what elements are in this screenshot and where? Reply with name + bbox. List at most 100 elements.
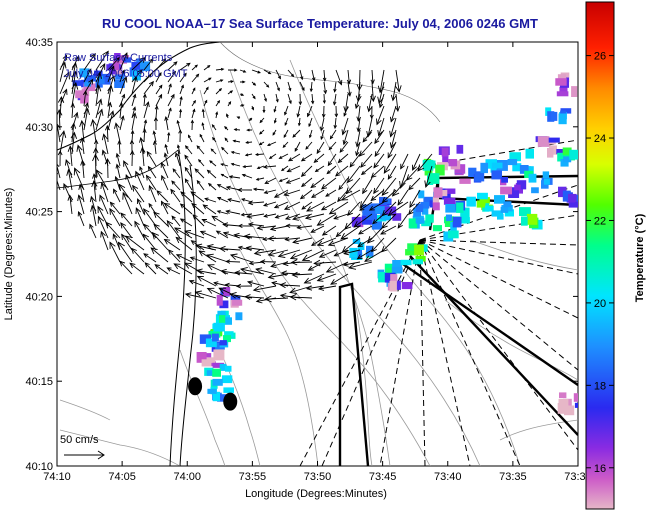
current-vector-head <box>117 139 122 145</box>
sst-cell <box>418 190 425 199</box>
sst-cell <box>75 90 85 99</box>
sst-cell <box>223 335 231 343</box>
sst-cell <box>424 167 433 176</box>
current-vector-head <box>270 262 277 268</box>
current-vector-head <box>311 241 317 246</box>
sst-cell <box>421 220 432 227</box>
current-vector-head <box>358 229 364 235</box>
current-vector <box>285 237 301 241</box>
sst-cell <box>555 78 567 86</box>
sst-cell <box>423 196 436 207</box>
current-vector-head <box>326 170 331 175</box>
current-vector-head <box>201 108 205 113</box>
current-vector-head <box>304 214 312 220</box>
current-vector <box>319 249 337 258</box>
current-vector-head <box>225 185 231 190</box>
sst-cell <box>485 159 497 169</box>
current-vector <box>301 165 313 177</box>
sst-cell <box>456 144 464 154</box>
sst-cell <box>508 187 520 198</box>
current-vector-head <box>230 80 234 84</box>
current-vector-head <box>196 145 201 150</box>
current-vector <box>196 180 205 191</box>
current-vector-head <box>191 202 197 209</box>
current-vector-head <box>217 99 221 104</box>
current-vector <box>255 153 265 156</box>
current-vector-head <box>256 224 263 231</box>
current-vector <box>113 189 121 203</box>
current-vector <box>57 164 61 179</box>
current-vector <box>174 227 193 239</box>
current-vector-head <box>188 279 195 285</box>
current-vector <box>221 173 229 179</box>
current-vector-head <box>267 235 275 242</box>
current-vector-head <box>125 174 131 180</box>
current-vector <box>146 175 157 191</box>
current-vector <box>191 74 199 83</box>
sst-cell <box>221 375 233 384</box>
current-vector-head <box>332 101 337 106</box>
sst-cell <box>427 173 440 184</box>
current-vector <box>287 81 291 91</box>
current-vector-head <box>263 213 268 218</box>
current-vector <box>353 213 373 228</box>
current-vector-head <box>280 168 285 172</box>
current-vector <box>305 141 313 150</box>
current-vector <box>59 96 62 119</box>
current-vector-head <box>143 208 150 216</box>
current-vector-head <box>313 158 319 163</box>
current-vector-head <box>120 212 126 219</box>
current-vector-head <box>119 260 126 267</box>
current-vector <box>202 219 217 227</box>
current-vector-head <box>276 87 280 92</box>
sst-cell <box>201 359 212 367</box>
current-vector <box>230 254 253 263</box>
current-vector-head <box>109 65 115 72</box>
current-vector-head <box>135 170 141 178</box>
current-vector <box>417 153 433 172</box>
current-vector-head <box>57 95 65 103</box>
current-vector-head <box>215 230 221 235</box>
current-vector <box>229 176 241 179</box>
current-vector <box>321 177 337 190</box>
current-vector <box>378 81 385 104</box>
current-vector <box>217 210 229 215</box>
current-vector <box>167 84 172 95</box>
current-vector <box>97 216 109 239</box>
current-vector <box>281 165 289 171</box>
current-vector-head <box>311 193 317 198</box>
current-vector <box>378 117 385 136</box>
current-vector <box>207 169 217 179</box>
current-vector <box>348 261 373 269</box>
current-vector <box>285 213 301 220</box>
sst-cell <box>114 79 125 88</box>
current-vector-head <box>153 211 160 218</box>
current-vector-head <box>282 261 289 267</box>
current-vector-head <box>197 159 202 163</box>
current-vector <box>274 201 289 209</box>
sst-cell <box>139 61 151 72</box>
current-vector-head <box>175 236 183 244</box>
current-vector <box>370 189 385 201</box>
current-vector-head <box>57 108 63 116</box>
current-vector <box>144 262 157 275</box>
current-vector-head <box>184 292 192 298</box>
sst-cell <box>448 230 459 239</box>
current-vector-head <box>342 139 348 146</box>
current-vector <box>57 179 61 191</box>
sst-cell <box>526 213 538 225</box>
current-vector <box>343 105 349 117</box>
current-vector-head <box>374 138 380 145</box>
current-vector <box>71 62 77 83</box>
current-vector <box>329 201 349 215</box>
current-vector <box>221 147 229 155</box>
current-vector-head <box>97 205 104 214</box>
sst-cell <box>525 148 534 159</box>
current-vector <box>164 153 169 167</box>
sst-patches <box>72 53 578 416</box>
current-vector <box>270 225 289 230</box>
current-vector-head <box>112 233 118 240</box>
current-vector <box>119 70 125 83</box>
current-vector-head <box>132 106 137 111</box>
current-vector <box>196 269 217 275</box>
